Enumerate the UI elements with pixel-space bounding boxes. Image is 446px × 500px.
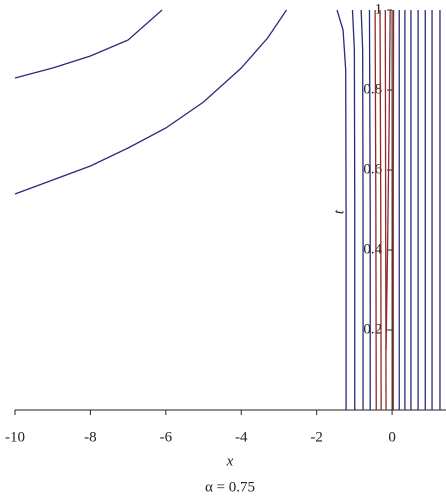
x-tick-label: -10 bbox=[5, 429, 25, 445]
contour-line bbox=[360, 9, 364, 410]
y-axis-label: t bbox=[331, 209, 347, 214]
y-tick-label: 0.4 bbox=[363, 241, 382, 257]
contour-line bbox=[374, 9, 377, 411]
caption: α = 0.75 bbox=[205, 479, 255, 495]
y-tick-label: 1 bbox=[375, 1, 383, 17]
contour-line bbox=[351, 9, 356, 410]
contour-line bbox=[14, 9, 288, 195]
x-tick-label: -8 bbox=[84, 429, 97, 445]
x-tick-label: -6 bbox=[160, 429, 173, 445]
x-tick-label: -2 bbox=[310, 429, 323, 445]
contour-line bbox=[368, 9, 371, 410]
contour-line bbox=[385, 9, 391, 351]
contour-line bbox=[336, 9, 347, 410]
x-axis-label: x bbox=[226, 453, 234, 469]
contour-line bbox=[379, 9, 382, 411]
y-tick-label: 0.2 bbox=[363, 321, 382, 337]
contour-line bbox=[384, 9, 387, 411]
y-tick-label: 0.8 bbox=[363, 81, 382, 97]
x-tick-label: 0 bbox=[388, 429, 396, 445]
x-tick-label: -4 bbox=[235, 429, 248, 445]
y-tick-label: 0.6 bbox=[363, 161, 382, 177]
contour-line bbox=[14, 9, 163, 79]
